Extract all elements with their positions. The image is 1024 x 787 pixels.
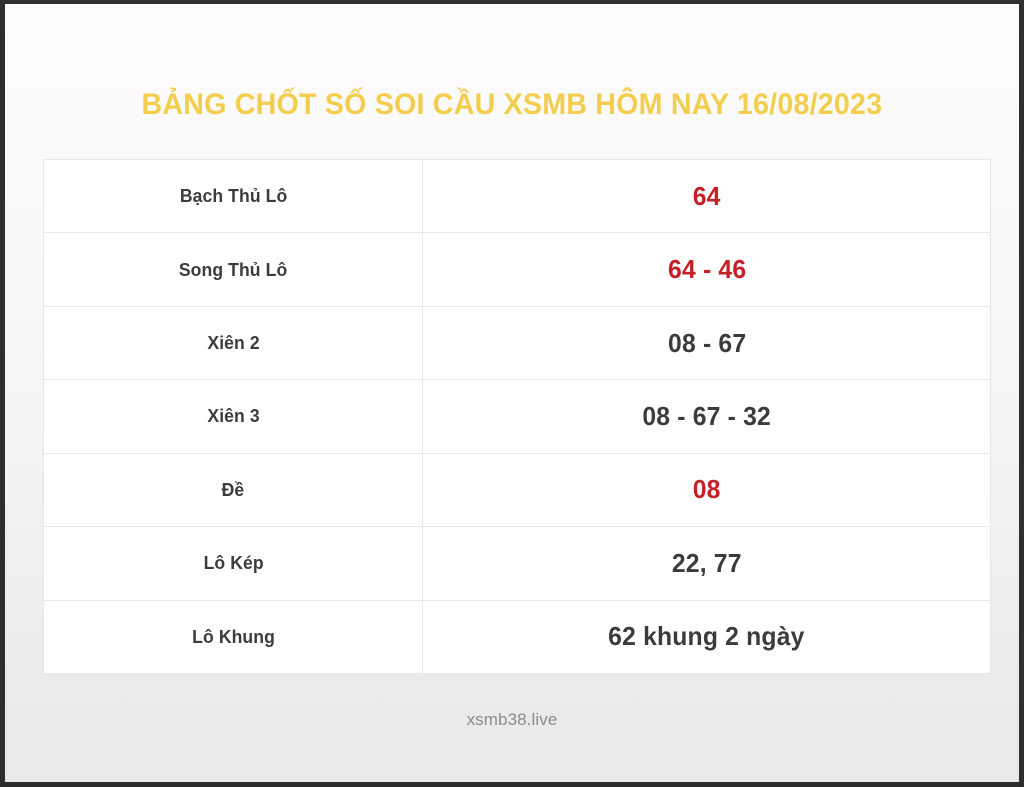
row-value: 62 khung 2 ngày [608, 621, 805, 652]
table-cell-value: 64 - 46 [422, 232, 991, 307]
table-cell-value: 64 [422, 159, 991, 234]
row-value: 08 - 67 - 32 [642, 400, 771, 431]
page-surface: BẢNG CHỐT SỐ SOI CẦU XSMB HÔM NAY 16/08/… [5, 4, 1019, 782]
table-body: Bạch Thủ Lô 64 Song Thủ Lô 64 - 46 [43, 159, 991, 674]
table-cell-value: 22, 77 [422, 526, 991, 601]
row-label: Xiên 3 [207, 405, 260, 427]
footer: xsmb38.live [5, 706, 1019, 734]
row-label: Song Thủ Lô [178, 258, 288, 280]
table-row: Bạch Thủ Lô 64 [43, 159, 991, 234]
row-value: 08 [692, 474, 721, 505]
table-row: Song Thủ Lô 64 - 46 [43, 232, 991, 307]
row-value: 64 [692, 180, 721, 211]
table-cell-label: Lô Khung [43, 600, 424, 674]
table-cell-label: Song Thủ Lô [43, 232, 424, 307]
row-value: 64 - 46 [667, 254, 746, 285]
table-row: Lô Khung 62 khung 2 ngày [43, 600, 991, 674]
table-row: Lô Kép 22, 77 [43, 526, 991, 601]
row-label: Đề [221, 478, 245, 500]
table-cell-value: 08 - 67 [422, 306, 991, 381]
row-label: Lô Kép [203, 552, 264, 574]
row-label: Xiên 2 [207, 332, 260, 354]
table-cell-value: 08 - 67 - 32 [422, 379, 991, 454]
page-title: BẢNG CHỐT SỐ SOI CẦU XSMB HÔM NAY 16/08/… [141, 87, 883, 121]
table-row: Xiên 2 08 - 67 [43, 306, 991, 381]
table-cell-value: 08 [422, 453, 991, 528]
row-value: 08 - 67 [667, 327, 746, 358]
footer-site-label: xsmb38.live [466, 710, 558, 729]
soi-cau-table: Bạch Thủ Lô 64 Song Thủ Lô 64 - 46 [43, 159, 991, 674]
row-label: Bạch Thủ Lô [179, 185, 287, 207]
row-value: 22, 77 [671, 547, 742, 578]
table-cell-label: Xiên 3 [43, 379, 424, 454]
table-cell-label: Xiên 2 [43, 306, 424, 381]
table-cell-label: Lô Kép [43, 526, 424, 601]
table-cell-label: Đề [43, 453, 424, 528]
row-label: Lô Khung [191, 625, 275, 647]
table-cell-value: 62 khung 2 ngày [422, 600, 991, 674]
table-row: Xiên 3 08 - 67 - 32 [43, 379, 991, 454]
title-bar: BẢNG CHỐT SỐ SOI CẦU XSMB HÔM NAY 16/08/… [5, 76, 1019, 132]
table-row: Đề 08 [43, 453, 991, 528]
table-cell-label: Bạch Thủ Lô [43, 159, 424, 234]
